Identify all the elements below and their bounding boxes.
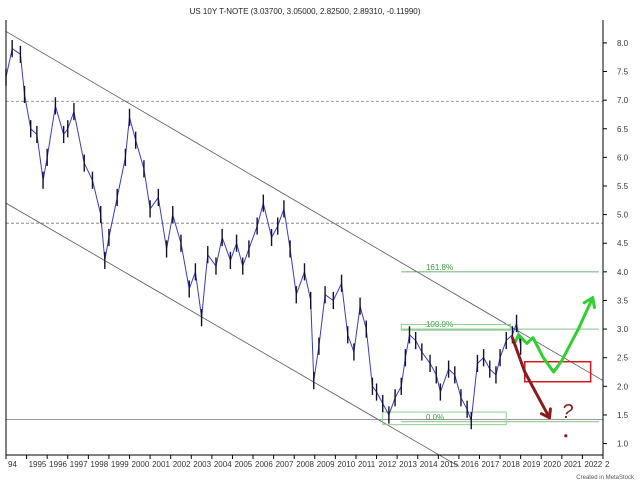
y-tick-label: 7.5 xyxy=(617,68,629,77)
x-tick-label: 2016 xyxy=(461,460,479,469)
y-tick-label: 3.0 xyxy=(617,325,629,334)
x-tick-label: 2011 xyxy=(358,460,376,469)
y-tick-label: 7.0 xyxy=(617,96,629,105)
channel-lower-line xyxy=(5,202,460,467)
question-mark-dot xyxy=(564,434,568,438)
x-tick-label: 2005 xyxy=(234,460,252,469)
credit-label: Created in MetaStock xyxy=(576,475,635,481)
x-tick-label: 2017 xyxy=(481,460,499,469)
y-tick-label: 2.5 xyxy=(617,354,629,363)
x-tick-label: 2010 xyxy=(337,460,355,469)
x-tick-label: 2001 xyxy=(152,460,170,469)
x-tick-label: 2004 xyxy=(214,460,232,469)
y-tick-label: 6.5 xyxy=(617,125,629,134)
fib-level-label: 0.0% xyxy=(426,413,444,422)
green-range-box-bottom xyxy=(382,411,507,426)
question-mark-annotation: ? xyxy=(562,401,574,423)
red-projection-path xyxy=(510,336,551,420)
x-tick-label: 2015 xyxy=(440,460,458,469)
x-tick-label: 2012 xyxy=(379,460,397,469)
x-tick-label: 2008 xyxy=(296,460,314,469)
price-series-line xyxy=(5,47,522,421)
y-tick-label: 6.0 xyxy=(617,153,629,162)
green-projection-path xyxy=(513,296,595,374)
red-arrowhead xyxy=(539,407,552,420)
y-tick-label: 5.0 xyxy=(617,211,629,220)
x-tick-label: 2000 xyxy=(132,460,150,469)
x-tick-label: 2 xyxy=(605,460,610,469)
y-tick-label: 1.0 xyxy=(617,440,629,449)
x-tick-label: 1995 xyxy=(29,460,47,469)
x-tick-label: 2021 xyxy=(564,460,582,469)
y-tick-label: 4.5 xyxy=(617,239,629,248)
x-tick-label: 2002 xyxy=(173,460,191,469)
y-tick-label: 3.5 xyxy=(617,296,629,305)
y-tick-label: 4.0 xyxy=(617,268,629,277)
fib-level-label: 161.8% xyxy=(426,263,453,272)
x-tick-label: 2003 xyxy=(193,460,211,469)
x-tick-label: 2006 xyxy=(255,460,273,469)
x-tick-label: 1997 xyxy=(70,460,88,469)
x-tick-label: 2020 xyxy=(543,460,561,469)
x-tick-label: 2009 xyxy=(317,460,335,469)
x-tick-label: 2018 xyxy=(502,460,520,469)
x-tick-label: 94 xyxy=(8,460,17,469)
y-tick-label: 2.0 xyxy=(617,382,629,391)
x-tick-label: 1996 xyxy=(49,460,67,469)
x-tick-label: 2019 xyxy=(523,460,541,469)
x-tick-label: 1999 xyxy=(111,460,129,469)
green-range-box-top xyxy=(400,324,511,331)
y-tick-label: 1.5 xyxy=(617,411,629,420)
x-tick-label: 2014 xyxy=(420,460,438,469)
channel-upper-line xyxy=(5,31,604,381)
chart-title: US 10Y T-NOTE (3.03700, 3.05000, 2.82500… xyxy=(190,7,421,16)
green-arrowhead xyxy=(582,296,596,309)
y-tick-label: 8.0 xyxy=(617,39,629,48)
x-tick-label: 1998 xyxy=(90,460,108,469)
x-tick-label: 2013 xyxy=(399,460,417,469)
y-tick-label: 5.5 xyxy=(617,182,629,191)
x-tick-label: 2022 xyxy=(584,460,602,469)
x-tick-label: 2007 xyxy=(276,460,294,469)
